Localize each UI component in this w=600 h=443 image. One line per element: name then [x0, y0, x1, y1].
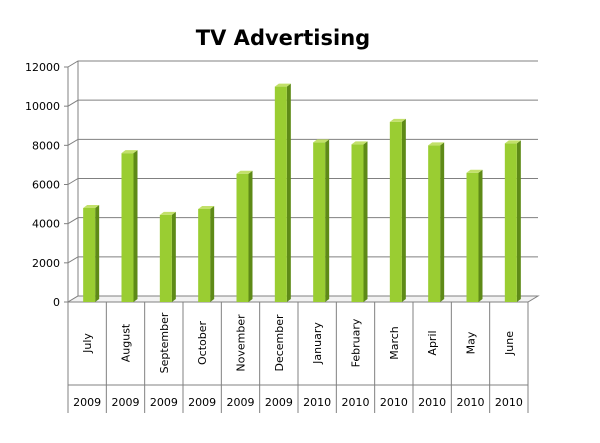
x-category-label: July [81, 333, 94, 354]
bar-front [428, 145, 441, 302]
axes [64, 61, 540, 413]
x-year-label: 2010 [457, 396, 485, 409]
bar-front [504, 143, 517, 302]
bar [313, 139, 330, 302]
y-tick-label: 10000 [25, 100, 60, 113]
bar-top [121, 150, 138, 154]
bars [83, 83, 521, 302]
bar-top [351, 141, 368, 145]
bar-front [351, 144, 364, 302]
gridline [67, 99, 538, 107]
bar-side [171, 211, 176, 302]
bar-side [516, 140, 521, 302]
bar [121, 150, 138, 302]
x-year-label: 2009 [150, 396, 178, 409]
y-tick-label: 12000 [25, 61, 60, 74]
x-category-label: February [350, 318, 363, 367]
bar-side [440, 142, 445, 302]
gridline [67, 138, 538, 146]
y-tick-label: 0 [53, 296, 60, 309]
bar-top [274, 83, 291, 87]
x-year-label: 2009 [112, 396, 140, 409]
bar-side [478, 169, 483, 302]
bar-top [236, 170, 253, 174]
bar-front [389, 121, 402, 302]
x-category-labels: July August September October November Decemb… [81, 312, 516, 373]
x-category-label: March [388, 326, 401, 360]
bar-top [159, 211, 176, 215]
bar [274, 83, 291, 302]
bar [504, 140, 521, 302]
bar-top [504, 140, 521, 144]
x-category-label: May [465, 331, 478, 354]
y-tick-label: 4000 [32, 218, 60, 231]
x-category-label: October [196, 321, 209, 365]
y-tick-label: 2000 [32, 257, 60, 270]
bar [389, 118, 406, 302]
bar-side [401, 118, 406, 302]
bar-front [313, 142, 326, 302]
x-category-label: September [158, 312, 171, 373]
bar [351, 141, 368, 302]
bar-front [121, 153, 134, 302]
bar-top [428, 142, 445, 146]
bar-front [466, 172, 479, 302]
bar-side [210, 205, 215, 302]
x-category-label: January [311, 322, 324, 365]
bar [466, 169, 483, 302]
y-tick-label: 6000 [32, 179, 60, 192]
bar-top [83, 205, 100, 208]
x-year-label: 2010 [495, 396, 523, 409]
bar-front [198, 208, 211, 302]
bar-front [236, 173, 249, 302]
bar [83, 205, 100, 302]
x-year-label: 2010 [418, 396, 446, 409]
bar-side [286, 83, 291, 302]
x-year-label: 2010 [342, 396, 370, 409]
bar-side [325, 139, 330, 302]
bar-front [83, 208, 96, 302]
bar [428, 142, 445, 302]
bar [236, 170, 253, 302]
chart-title: TV Advertising [195, 26, 371, 50]
x-year-label: 2009 [188, 396, 216, 409]
x-category-label: November [235, 314, 248, 372]
x-year-label: 2009 [227, 396, 255, 409]
y-tick-label: 8000 [32, 139, 60, 152]
y-tick-labels: 0 2000 4000 6000 8000 10000 12000 [25, 61, 60, 309]
bar-side [363, 141, 368, 302]
x-category-label: December [273, 314, 286, 372]
bar-side [248, 170, 253, 302]
bar [198, 205, 215, 302]
bar-top [389, 118, 406, 122]
gridline [67, 60, 538, 68]
x-year-labels: 2009 2009 2009 2009 2009 2009 2010 2010 2010 2010… [73, 396, 523, 409]
bar-front [159, 214, 172, 302]
bar-top [466, 169, 483, 173]
x-category-label: August [120, 323, 133, 362]
x-category-label: June [503, 331, 516, 356]
x-year-label: 2009 [73, 396, 101, 409]
x-year-label: 2010 [380, 396, 408, 409]
bar-front [274, 86, 287, 302]
bar-side [133, 150, 138, 302]
x-year-label: 2010 [303, 396, 331, 409]
bar-top [198, 205, 215, 209]
bar-side [95, 205, 100, 302]
x-year-label: 2009 [265, 396, 293, 409]
bar-top [313, 139, 330, 143]
bar [159, 211, 176, 302]
x-category-label: April [426, 330, 439, 355]
